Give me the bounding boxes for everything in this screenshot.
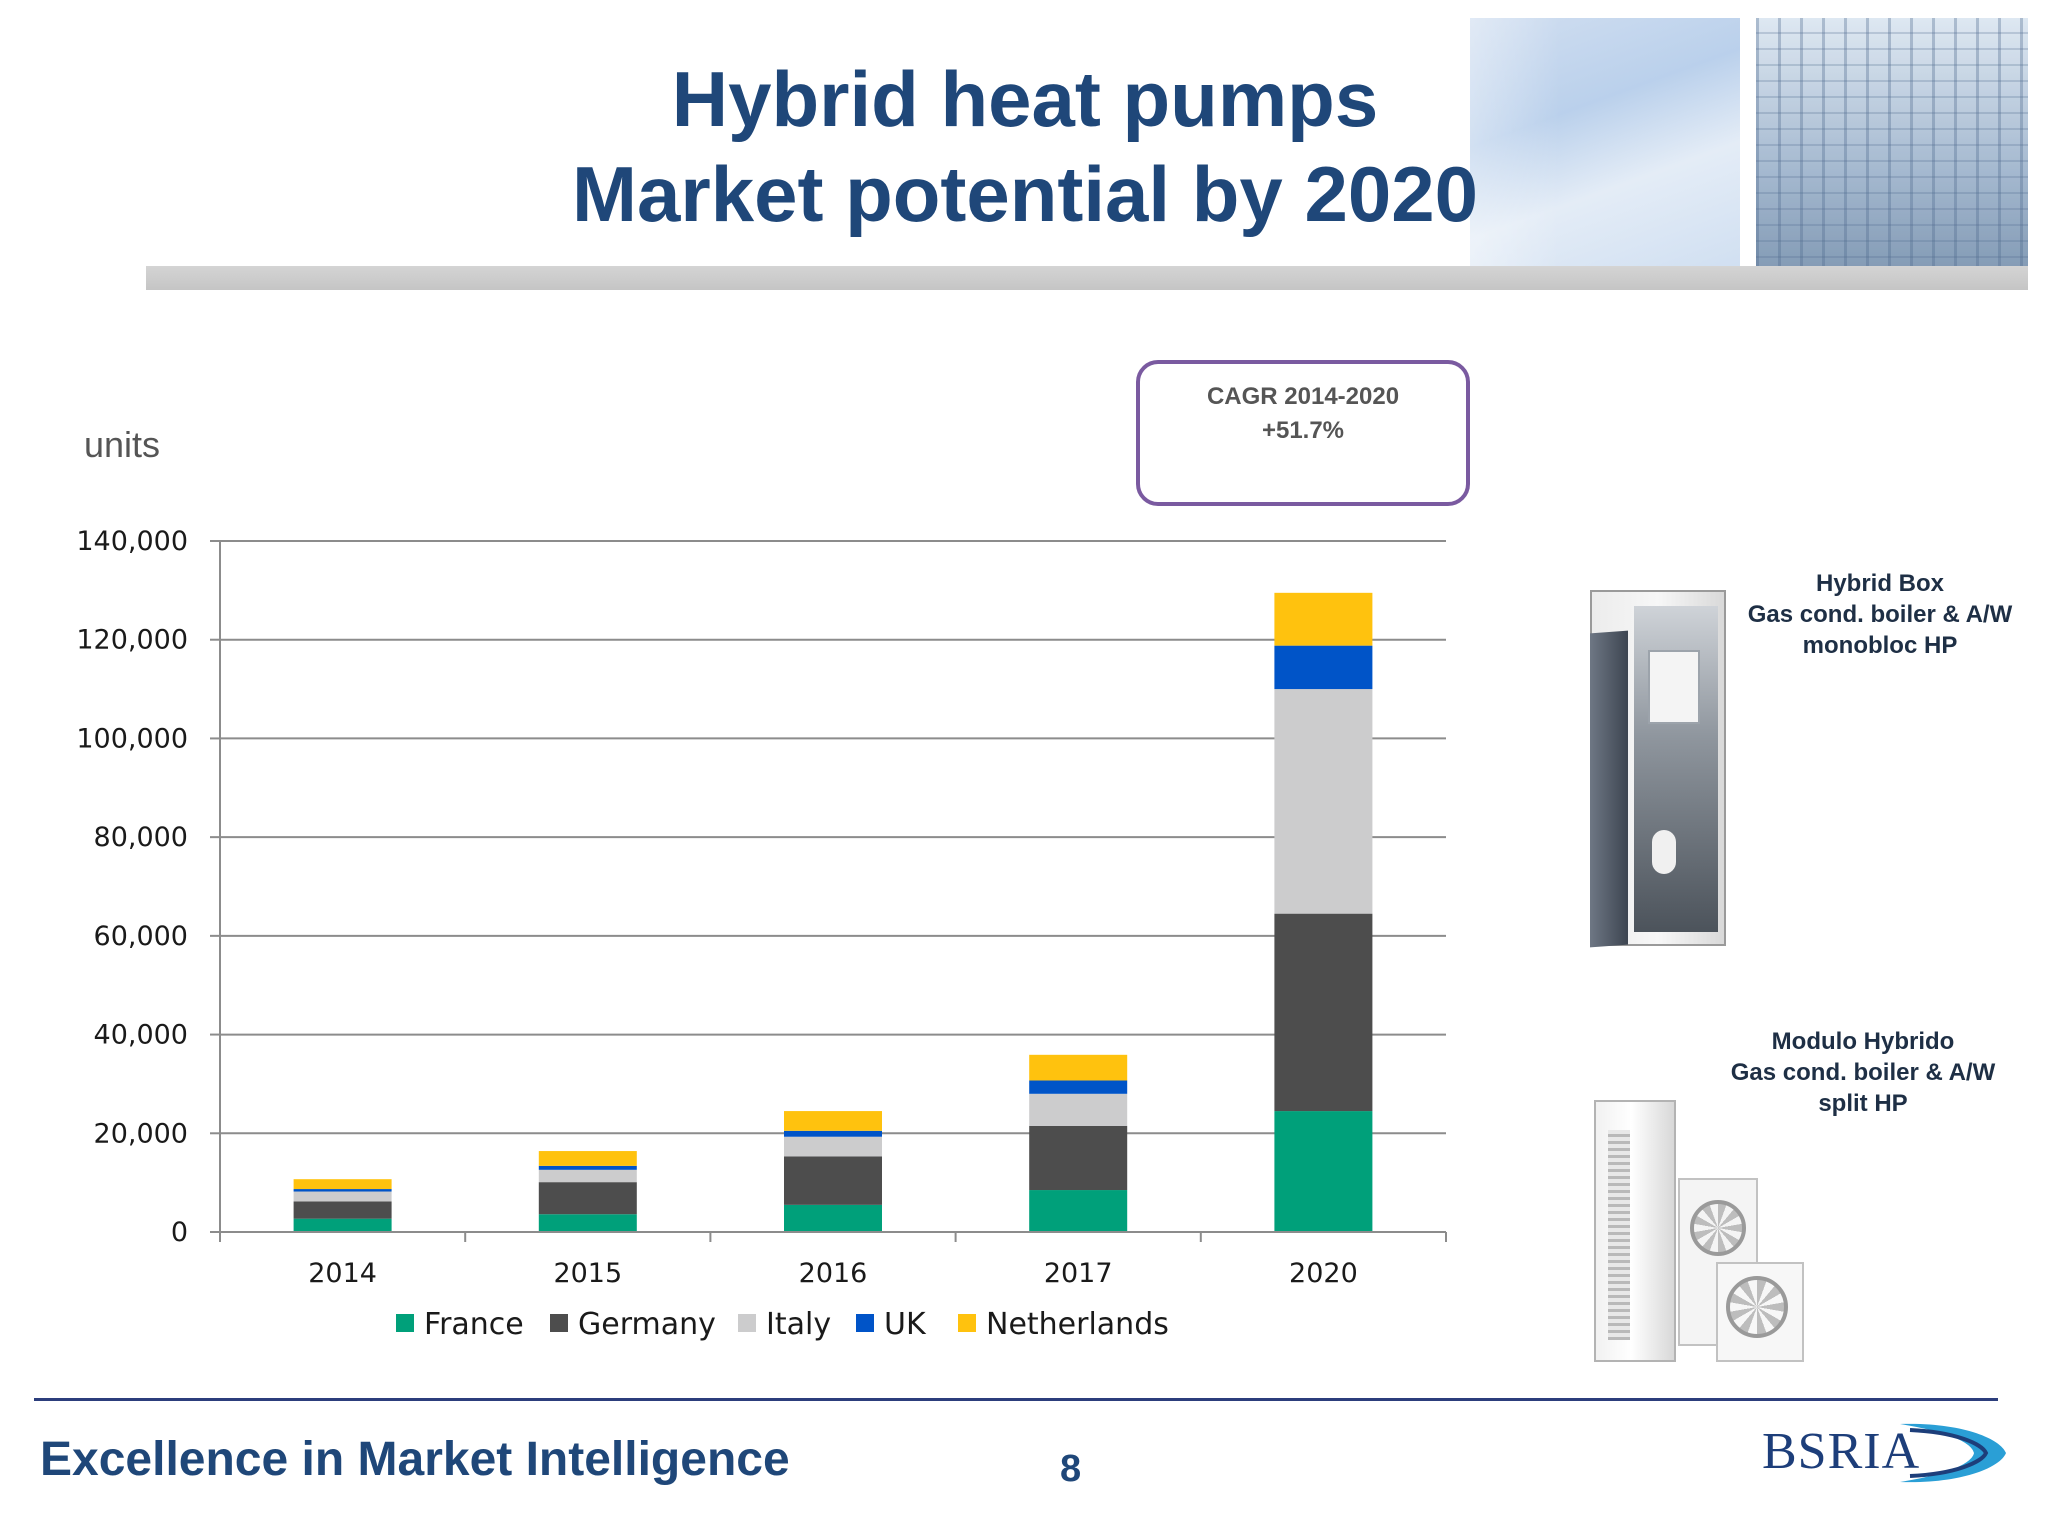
y-axis-unit-label: units — [84, 424, 161, 465]
bar-segment-uk — [784, 1130, 882, 1137]
hybrid-box-open-door — [1590, 630, 1628, 948]
bar-segment-france — [1274, 1111, 1373, 1232]
cagr-callout-box: CAGR 2014-2020 +51.7% — [1136, 360, 1470, 506]
legend-label: UK — [884, 1307, 927, 1342]
bar-segment-germany — [1274, 913, 1373, 1112]
hybrid-box-boiler — [1648, 650, 1700, 724]
bar-segment-italy — [1029, 1093, 1128, 1126]
hybrid-box-tank — [1652, 830, 1676, 874]
bar-segment-germany — [784, 1156, 882, 1205]
header-skyscraper-image — [1756, 18, 2028, 290]
header-gray-bar — [146, 266, 2028, 290]
x-tick-label: 2014 — [308, 1258, 377, 1289]
bsria-logo — [1900, 1423, 2006, 1483]
modulo-hybrido-caption-line-1: Modulo Hybrido — [1771, 1028, 1955, 1055]
y-axis-tick-labels: 0 20,000 40,000 60,000 80,000 100,000 120,000 1… — [76, 526, 188, 1248]
modulo-hybrido-caption: Modulo Hybrido Gas cond. boiler & A/W sp… — [1690, 1026, 2036, 1119]
legend-label: France — [424, 1307, 524, 1342]
y-tick-label: 80,000 — [94, 822, 188, 853]
modulo-hybrido-caption-line-3: split HP — [1818, 1090, 1908, 1117]
x-tick-label: 2016 — [799, 1258, 868, 1289]
chart-legend: France Germany Italy UK Netherlands — [396, 1307, 1169, 1342]
legend-swatch — [738, 1314, 756, 1332]
footer-tagline: Excellence in Market Intelligence — [40, 1433, 790, 1486]
hybrid-box-caption-line-3: monobloc HP — [1802, 632, 1958, 659]
modulo-hybrido-indoor-unit-image — [1594, 1100, 1676, 1362]
bar-segment-france — [538, 1214, 637, 1232]
chart-gridlines — [220, 540, 1446, 1135]
legend-swatch — [550, 1314, 568, 1332]
y-tick-label: 120,000 — [76, 625, 188, 656]
hybrid-box-caption-line-2: Gas cond. boiler & A/W — [1747, 601, 2013, 628]
bar-segment-netherlands — [293, 1179, 392, 1190]
bar-segment-netherlands — [538, 1151, 637, 1166]
bar-segment-netherlands — [784, 1111, 882, 1131]
bar-segment-netherlands — [1274, 592, 1373, 646]
x-tick-label: 2020 — [1289, 1258, 1358, 1289]
x-tick-label: 2017 — [1044, 1258, 1113, 1289]
bar-segment-italy — [538, 1169, 637, 1183]
legend-label: Netherlands — [986, 1307, 1169, 1342]
bar-segment-italy — [1274, 689, 1373, 914]
bar-segment-italy — [293, 1191, 392, 1202]
legend-swatch — [958, 1314, 976, 1332]
y-tick-label: 60,000 — [94, 921, 188, 952]
y-tick-label: 140,000 — [76, 526, 188, 557]
bar-segment-france — [784, 1204, 882, 1232]
y-tick-label: 100,000 — [76, 723, 188, 754]
bsria-logo-text: BSRIA — [1762, 1423, 1921, 1480]
fan-icon — [1690, 1200, 1746, 1256]
page-number: 8 — [1060, 1448, 1082, 1490]
bar-segment-germany — [538, 1182, 637, 1215]
legend-label: Italy — [766, 1307, 831, 1342]
legend-swatch — [856, 1314, 874, 1332]
bar-segment-uk — [1029, 1080, 1128, 1094]
modulo-hybrido-coil — [1608, 1130, 1630, 1340]
hybrid-box-caption: Hybrid Box Gas cond. boiler & A/W monobl… — [1730, 568, 2030, 661]
hybrid-box-caption-line-1: Hybrid Box — [1815, 570, 1944, 597]
y-tick-label: 40,000 — [94, 1020, 188, 1051]
header-image-fade — [1300, 18, 1560, 290]
bar-segment-france — [1029, 1190, 1128, 1232]
chart-axes — [210, 540, 1447, 1242]
bar-segment-uk — [1274, 645, 1373, 690]
modulo-hybrido-caption-line-2: Gas cond. boiler & A/W — [1730, 1059, 1996, 1086]
cagr-label: CAGR 2014-2020 — [1206, 383, 1400, 410]
chart-bars — [293, 592, 1373, 1232]
bar-segment-italy — [784, 1136, 882, 1157]
footer-divider — [34, 1398, 1998, 1401]
fan-icon — [1726, 1276, 1788, 1338]
bar-segment-germany — [1029, 1125, 1128, 1191]
cagr-value: +51.7% — [1261, 417, 1345, 444]
stacked-bar-chart: 0 20,000 40,000 60,000 80,000 100,000 120,000 1… — [76, 526, 1447, 1342]
x-axis-tick-labels: 2014 2015 2016 2017 2020 — [308, 1258, 1358, 1289]
x-tick-label: 2015 — [553, 1258, 622, 1289]
bar-segment-uk — [293, 1189, 392, 1192]
bar-segment-france — [293, 1218, 392, 1232]
slide-title-line-2: Market potential by 2020 — [572, 150, 1478, 238]
y-tick-label: 20,000 — [94, 1118, 188, 1149]
bar-segment-netherlands — [1029, 1054, 1128, 1081]
slide-title: Hybrid heat pumps Market potential by 20… — [400, 52, 1650, 242]
legend-swatch — [396, 1314, 414, 1332]
y-tick-label: 0 — [171, 1217, 188, 1248]
bar-segment-uk — [538, 1165, 637, 1170]
bar-segment-germany — [293, 1201, 392, 1219]
legend-label: Germany — [578, 1307, 716, 1342]
slide-title-line-1: Hybrid heat pumps — [671, 55, 1379, 143]
